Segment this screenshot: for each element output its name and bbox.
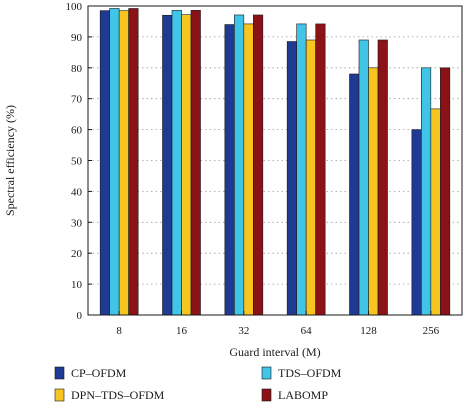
bar	[440, 67, 451, 316]
bar	[358, 39, 369, 316]
bar	[305, 39, 316, 316]
plot-frame	[87, 5, 463, 316]
legend-label: CP–OFDM	[71, 366, 127, 380]
legend-swatch	[54, 388, 65, 402]
y-tick-label: 70	[71, 94, 83, 106]
bar	[224, 24, 235, 316]
x-tick-label: 32	[238, 325, 249, 337]
x-axis-title: Guard interval (M)	[229, 345, 320, 359]
legend-swatch	[261, 366, 272, 380]
legend-swatch	[261, 388, 272, 402]
bar	[162, 14, 173, 316]
y-tick-label: 50	[71, 156, 83, 168]
y-tick-label: 0	[77, 310, 83, 322]
y-tick-label: 90	[71, 32, 83, 44]
legend-label: LABOMP	[278, 388, 328, 402]
legend-label: DPN–TDS–OFDM	[71, 388, 165, 402]
legend: CP–OFDM TDS–OFDM DPN–TDS–OFDM LABOMP	[54, 366, 342, 402]
bar	[253, 14, 264, 316]
axes	[87, 5, 463, 316]
legend-swatch	[54, 366, 65, 380]
y-axis-ticks: 0 10 20 30 40 50 60 70 80 90 100	[66, 1, 92, 322]
bars	[99, 8, 451, 316]
y-axis-title: Spectral efficiency (%)	[3, 105, 17, 216]
x-axis-ticks: 8 16 32 64 128 256	[116, 311, 440, 337]
bar	[190, 10, 201, 316]
bar	[296, 23, 307, 316]
y-tick-label: 100	[66, 1, 83, 13]
x-tick-label: 64	[301, 325, 313, 337]
bar	[430, 108, 441, 316]
y-tick-label: 20	[71, 248, 83, 260]
x-tick-label: 128	[360, 325, 377, 337]
bar	[315, 23, 326, 316]
legend-label: TDS–OFDM	[278, 366, 342, 380]
bar	[411, 129, 422, 316]
gridlines	[88, 36, 462, 285]
x-tick-label: 8	[116, 325, 122, 337]
bar	[368, 67, 379, 316]
bar	[421, 67, 432, 316]
bar	[243, 23, 254, 316]
y-tick-label: 40	[71, 186, 83, 198]
bar	[171, 10, 182, 316]
x-tick-label: 16	[176, 325, 188, 337]
y-tick-label: 60	[71, 125, 83, 137]
bar	[109, 8, 120, 316]
y-tick-label: 10	[71, 279, 83, 291]
bar	[349, 73, 360, 316]
bar	[99, 10, 110, 316]
bar	[181, 14, 192, 316]
bar	[234, 14, 245, 316]
x-tick-label: 256	[423, 325, 440, 337]
bar	[377, 39, 388, 316]
y-tick-label: 30	[71, 217, 83, 229]
bar	[128, 8, 139, 316]
y-tick-label: 80	[71, 63, 83, 75]
bar	[118, 10, 129, 316]
bar	[286, 41, 297, 316]
